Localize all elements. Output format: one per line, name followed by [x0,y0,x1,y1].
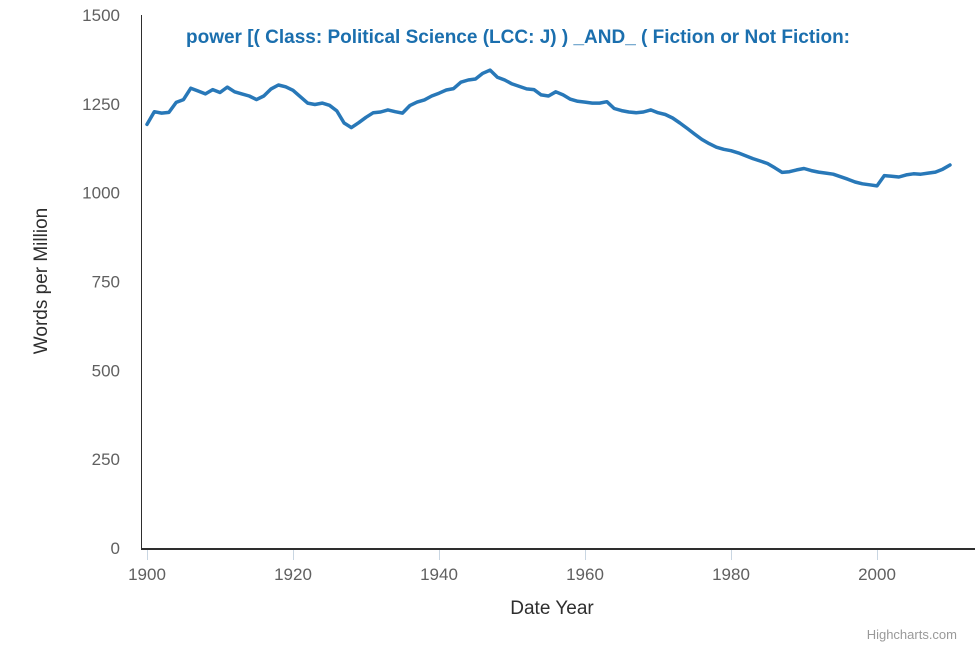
y-axis-tick-label: 1250 [82,95,120,114]
y-axis-title: Words per Million [31,207,52,355]
y-axis-tick-label: 250 [92,450,120,469]
x-axis-tick-label: 1960 [566,565,604,584]
x-axis-tick-label: 1920 [274,565,312,584]
x-axis-tick-label: 1940 [420,565,458,584]
x-axis-tick-label: 2000 [858,565,896,584]
y-axis-tick-label: 0 [111,539,120,558]
data-series-line [145,68,952,188]
x-axis-tick-label: 1980 [712,565,750,584]
y-axis-tick-label: 500 [92,361,120,380]
x-axis-tick-label: 1900 [128,565,166,584]
y-axis-tick-label: 1500 [82,6,120,25]
chart-title: power [( Class: Political Science (LCC: … [186,27,851,48]
y-axis-tick-label: 750 [92,273,120,292]
y-axis-tick-label: 1000 [82,184,120,203]
x-axis-title: Date Year [510,598,594,619]
highcharts-credit-link[interactable]: Highcharts.com [866,627,957,642]
